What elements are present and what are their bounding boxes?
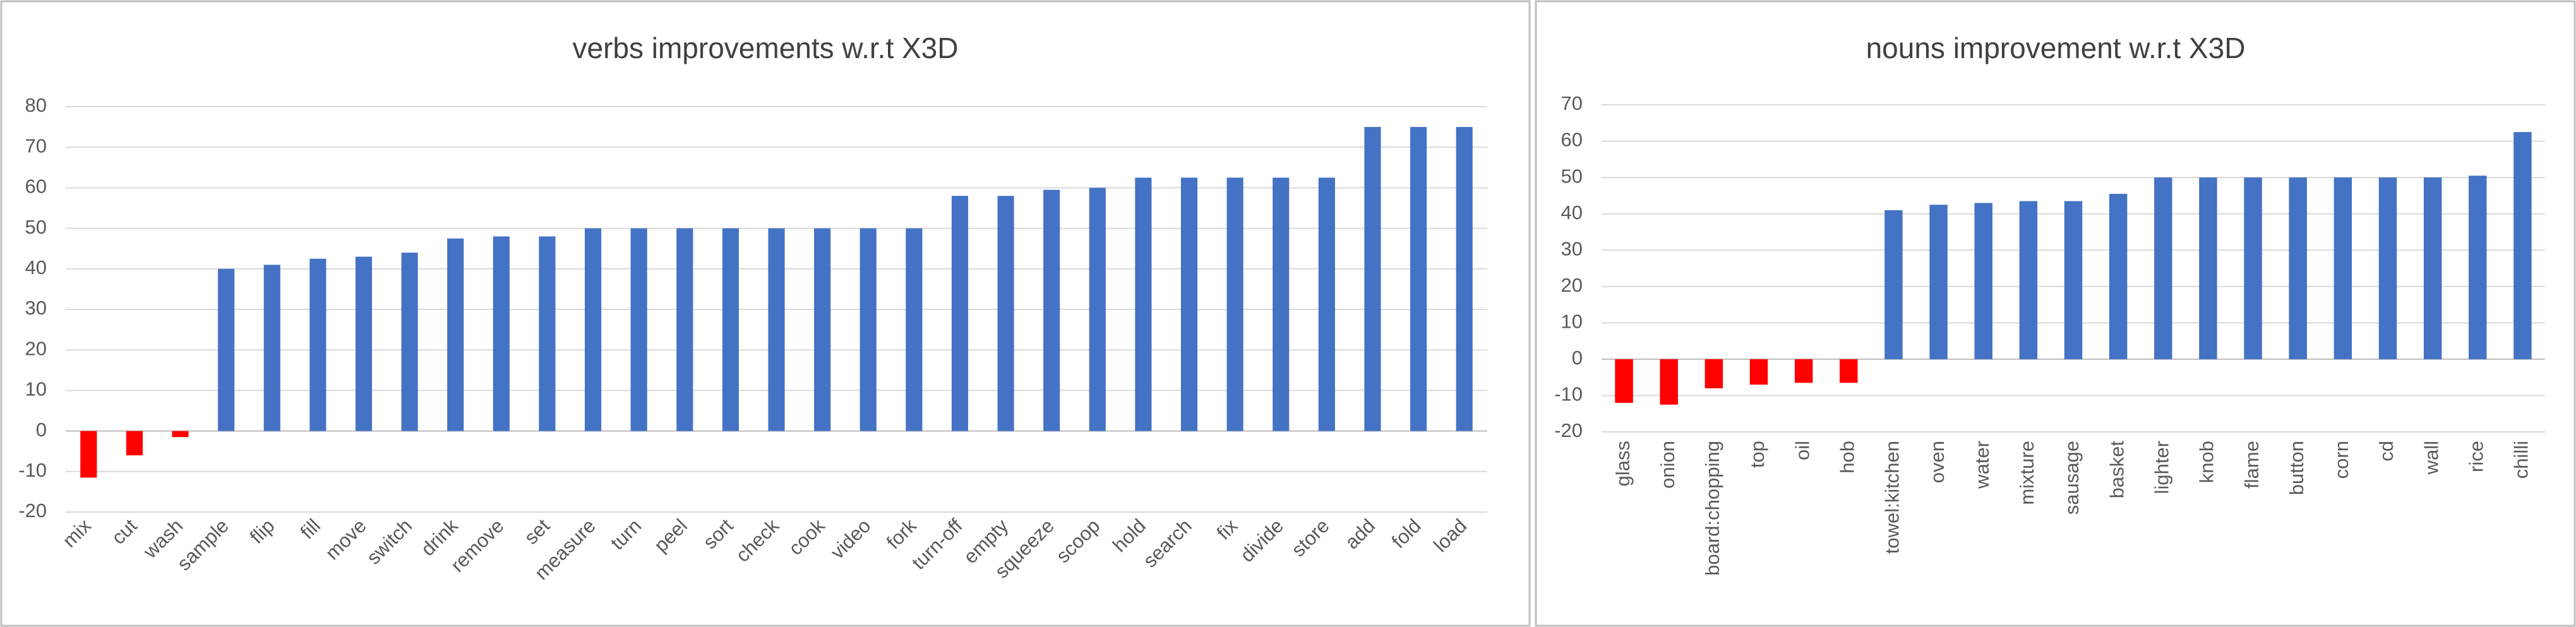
bar [401,253,418,431]
bar [447,238,464,431]
bar [906,228,923,431]
bar [2333,177,2352,359]
bar [1410,127,1427,431]
bar [2469,176,2487,359]
bar [1749,359,1768,385]
bar [493,236,510,431]
x-tick-label: onion [1656,441,1679,489]
x-tick-label: board:chopping [1701,441,1723,576]
bar [1089,188,1106,431]
y-tick-label: 40 [25,256,47,278]
bar [2199,177,2217,359]
y-tick-label: 50 [1561,165,1583,187]
bar [1840,359,1858,383]
bar [2423,177,2442,359]
x-tick-label: oil [1791,441,1813,460]
x-tick-label: lighter [2150,441,2172,494]
y-tick-label: 60 [1561,129,1583,151]
bar [584,228,602,431]
bar [1318,177,1335,431]
bar [126,431,143,456]
bar [2019,201,2038,359]
chart-title: nouns improvement w.r.t X3D [1866,32,2246,64]
y-tick-label: -10 [1554,383,1583,405]
x-tick-label: rice [2465,441,2487,472]
bar [768,228,785,431]
x-tick-label: oven [1926,441,1948,483]
y-tick-label: 70 [25,134,47,157]
x-tick-label: cd [2375,441,2397,462]
y-tick-label: -20 [18,499,47,522]
bar [2109,194,2128,359]
bar [2289,177,2307,359]
bar [2244,177,2262,359]
bar [997,196,1014,431]
chart-title: verbs improvements w.r.t X3D [573,32,959,64]
bar [355,256,373,431]
x-tick-label: chilli [2510,441,2532,479]
x-tick-label: towel:kitchen [1881,441,1903,554]
x-tick-label: sausage [2061,441,2083,515]
bar [1273,177,1290,431]
x-tick-label: flame [2241,441,2263,489]
bar [676,228,693,431]
bar [630,228,647,431]
x-tick-label: knob [2196,441,2218,483]
bar [860,228,877,431]
bar [172,431,189,438]
y-tick-label: 50 [25,216,47,238]
bar [1615,359,1633,403]
x-tick-label: wall [2420,441,2442,475]
y-tick-label: 30 [25,297,47,319]
x-tick-label: button [2285,441,2308,495]
x-tick-label: corn [2330,441,2352,479]
y-tick-label: -10 [18,459,47,481]
y-tick-label: 10 [25,378,47,400]
y-tick-label: 60 [25,176,47,198]
x-tick-label: top [1746,441,1768,468]
bar [1135,177,1152,431]
bar [2378,177,2397,359]
y-tick-label: 80 [25,94,47,116]
bar [1456,127,1473,431]
bar [2513,132,2532,359]
bar [1660,359,1678,405]
y-tick-label: 70 [1561,92,1583,114]
bar [1929,205,1948,359]
bar [309,258,326,431]
x-tick-label: glass [1612,441,1634,486]
bar [218,268,235,431]
bar [80,431,97,478]
bar [1704,359,1723,388]
y-tick-label: 0 [36,419,47,441]
bar [1226,177,1243,431]
y-tick-label: 20 [1561,274,1583,296]
bar [1974,203,1992,359]
bar [814,228,831,431]
bar [1794,359,1813,383]
bar [951,196,969,431]
panel [1535,0,2576,627]
x-tick-label: mixture [2016,441,2038,505]
y-tick-label: 40 [1561,201,1583,224]
x-tick-label: water [1971,441,1993,489]
bar [722,228,739,431]
y-tick-label: 20 [25,337,47,359]
bar [2064,201,2083,359]
bar [2154,177,2172,359]
y-tick-label: 0 [1572,347,1583,369]
bar [539,236,556,431]
bar [1364,127,1381,431]
y-tick-label: 30 [1561,237,1583,260]
bar [1884,210,1903,359]
bar [263,265,280,431]
y-tick-label: 10 [1561,311,1583,333]
x-tick-label: hob [1836,441,1858,474]
x-tick-label: basket [2106,441,2128,499]
bar [1043,189,1060,431]
y-tick-label: -20 [1554,419,1583,441]
bar [1180,177,1198,431]
